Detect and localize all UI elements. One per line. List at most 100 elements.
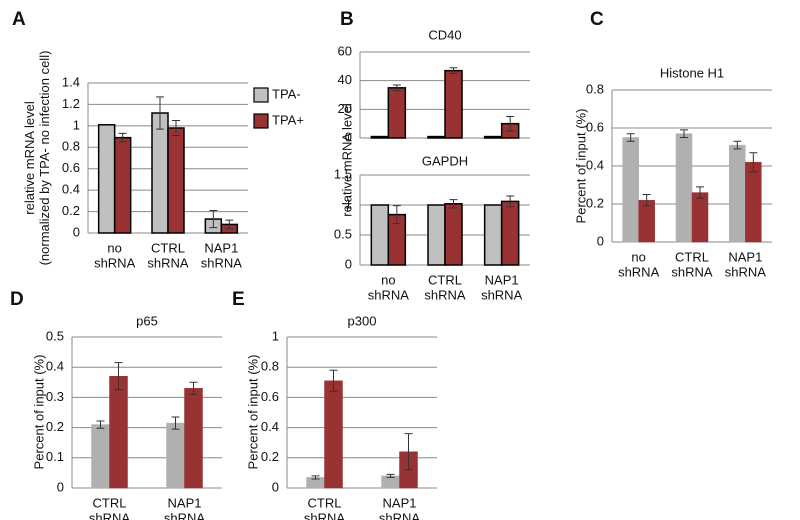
x-tick-label: NAP1 [168,495,202,510]
panel-letter: E [232,289,245,310]
x-tick-label: CTRL [428,272,462,287]
y-tick-label: 0.6 [586,119,604,134]
error-bar [386,473,395,478]
x-tick-label: shRNA [618,264,660,279]
error-bar [114,362,123,391]
x-tick-label: shRNA [201,255,243,270]
panel-letter: A [12,9,26,30]
y-axis-label: Percent of input (%) [31,355,46,470]
bar [370,135,390,139]
bar [500,200,520,266]
x-tick-label: CTRL [675,249,709,264]
y-axis-label: Percent of input (%) [245,355,260,470]
y-tick-label: 0.4 [62,182,80,197]
error-bar [392,84,401,92]
x-tick-label: CTRL [308,495,342,510]
y-tick-label: 0.4 [261,419,279,434]
y-axis-label: (normalized by TPA- no infection cell) [37,51,52,266]
x-tick-label: shRNA [94,255,136,270]
y-tick-label: 0 [597,233,604,248]
bar [167,127,185,234]
error-bar [209,210,218,229]
bar [745,161,762,243]
x-tick-label: no [107,240,121,255]
x-tick-label: CTRL [151,240,185,255]
y-tick-label: 60 [338,43,352,58]
error-bar [96,420,105,429]
bar [113,136,132,234]
error-bar [696,186,704,199]
error-bar [404,433,413,471]
error-bar [749,152,758,173]
bar [166,422,185,489]
y-tick-label: 1 [272,328,279,343]
error-bar [171,416,180,430]
error-bar [225,219,234,230]
x-tick-label: shRNA [671,264,713,279]
y-tick-label: 0 [272,479,279,494]
bar [638,199,655,243]
bar [370,204,390,266]
y-tick-label: 0.2 [261,449,279,464]
x-tick-label: shRNA [379,510,421,520]
legend-swatch [253,113,269,129]
bar [184,388,203,489]
x-tick-label: shRNA [89,510,131,520]
bar [324,380,343,489]
x-tick-label: shRNA [725,264,767,279]
x-tick-label: NAP1 [728,249,762,264]
bar [427,135,446,139]
legend-swatch [253,87,269,103]
bar [729,144,746,243]
error-bar [449,67,458,74]
y-axis-label: Percent of input (%) [573,109,588,224]
x-tick-label: no [381,272,395,287]
error-bar [642,194,651,207]
panel-letter: D [10,289,24,310]
y-tick-label: 40 [338,72,352,87]
y-axis-label: relative mRNA level [22,101,37,215]
panel-letter: C [590,9,604,30]
y-tick-label: 1.4 [62,74,80,89]
y-tick-label: 0 [345,256,352,271]
x-tick-label: NAP1 [485,272,519,287]
error-bar [449,199,458,209]
y-tick-label: 0.8 [62,139,80,154]
bar [91,424,110,489]
y-tick-label: 0.3 [46,389,64,404]
bar [675,133,693,243]
x-tick-label: NAP1 [383,495,417,510]
error-bar [506,195,515,208]
x-tick-label: shRNA [424,287,466,302]
y-tick-label: 0.8 [261,359,279,374]
y-tick-label: 0.5 [46,328,64,343]
chart-title: Histone H1 [660,65,724,80]
y-tick-label: 0.2 [586,195,604,210]
x-tick-label: shRNA [368,287,410,302]
y-tick-label: 0.6 [261,389,279,404]
x-tick-label: shRNA [164,510,206,520]
y-tick-label: 0.2 [46,419,64,434]
legend-label: TPA- [272,86,301,101]
y-axis-label: relative mRNA level [339,103,354,217]
y-tick-label: 1 [73,117,80,132]
bar [109,376,128,489]
chart-title: CD40 [428,27,461,42]
error-bar [311,475,320,480]
error-bar [118,132,127,143]
y-tick-label: 0 [57,479,64,494]
bar [622,137,639,243]
panel-letter: B [340,9,354,30]
bar [444,203,463,266]
x-tick-label: shRNA [481,287,523,302]
bar [483,135,503,139]
error-bar [506,116,515,132]
chart-title: GAPDH [422,153,468,168]
error-bar [156,96,164,130]
y-tick-label: 1.2 [62,96,80,111]
x-tick-label: no [631,249,645,264]
chart-title: p300 [348,313,377,328]
x-tick-label: NAP1 [204,240,238,255]
error-bar [626,133,635,142]
